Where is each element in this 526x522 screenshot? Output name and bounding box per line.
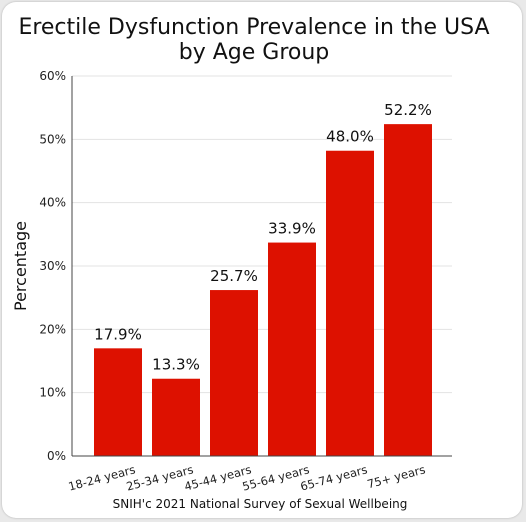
data-label: 17.9% bbox=[94, 325, 142, 343]
data-label: 13.3% bbox=[152, 356, 200, 374]
bar bbox=[268, 242, 316, 456]
y-tick-label: 30% bbox=[39, 259, 66, 273]
y-tick-label: 60% bbox=[39, 69, 66, 83]
bar bbox=[152, 378, 200, 456]
y-axis-label: Percentage bbox=[11, 221, 30, 311]
bar bbox=[94, 348, 142, 456]
y-tick-label: 20% bbox=[39, 322, 66, 336]
y-tick-label: 40% bbox=[39, 196, 66, 210]
data-label: 33.9% bbox=[268, 220, 316, 238]
bar bbox=[210, 290, 258, 456]
source-note: SNIH'c 2021 National Survey of Sexual We… bbox=[113, 497, 408, 511]
chart-title-line-1: Erectile Dysfunction Prevalence in the U… bbox=[18, 15, 489, 40]
bar-chart: Erectile Dysfunction Prevalence in the U… bbox=[11, 15, 490, 511]
data-label: 25.7% bbox=[210, 267, 258, 285]
data-label: 48.0% bbox=[326, 128, 374, 146]
y-tick-label: 0% bbox=[47, 449, 66, 463]
data-label: 52.2% bbox=[384, 101, 432, 119]
y-tick-label: 10% bbox=[39, 386, 66, 400]
x-tick-label: 65-74 years bbox=[299, 462, 369, 493]
y-tick-label: 50% bbox=[39, 132, 66, 146]
bar bbox=[326, 150, 374, 456]
chart-title-line-2: by Age Group bbox=[179, 40, 330, 65]
chart-card: Erectile Dysfunction Prevalence in the U… bbox=[2, 2, 522, 518]
x-tick-label: 75+ years bbox=[366, 462, 427, 491]
bar bbox=[384, 124, 432, 456]
